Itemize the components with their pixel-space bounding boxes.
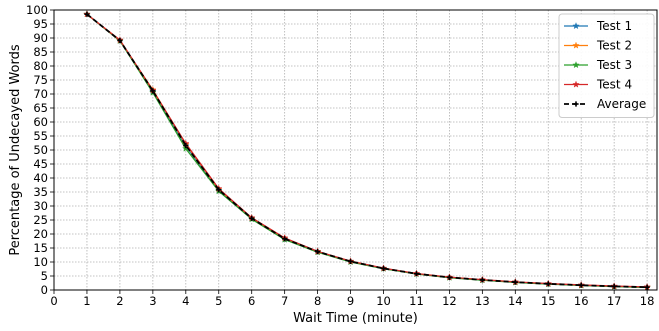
x-tick-label: 15 [541,294,556,308]
average-point [644,284,650,290]
y-tick-label: 30 [33,199,48,213]
x-tick-label: 6 [248,294,255,308]
x-tick-label: 1 [83,294,90,308]
y-tick-label: 0 [41,283,48,297]
average-point [479,277,485,283]
y-tick-label: 95 [33,17,48,31]
legend-label-test-1: Test 1 [596,19,632,33]
axis-ticks: 0 1 2 3 4 5 6 7 8 9 10 11 12 13 14 15 16 17 18051015202530… [26,3,654,308]
legend-marker-test-2 [572,41,580,49]
y-tick-label: 10 [33,255,48,269]
x-tick-label: 8 [314,294,321,308]
average-point [84,11,90,17]
average-point [446,274,453,280]
grid [53,9,657,291]
y-tick-label: 50 [33,143,48,157]
x-axis-label: Wait Time (minute) [293,311,418,326]
y-tick-label: 85 [33,45,48,59]
y-tick-label: 100 [26,3,48,17]
average-point [347,258,354,265]
y-tick-label: 20 [33,227,48,241]
legend-marker-test-4 [572,80,580,88]
average-point [249,215,255,221]
average-point [117,37,123,44]
x-tick-label: 17 [607,294,622,308]
x-tick-label: 18 [640,294,655,308]
x-tick-label: 10 [376,294,391,308]
average-point [282,236,288,242]
y-tick-label: 15 [33,241,48,255]
y-tick-label: 55 [33,129,48,143]
y-tick-label: 80 [33,59,48,73]
legend-marker-average [573,101,579,107]
series-lines [83,10,651,291]
x-tick-label: 0 [50,294,57,308]
average-point [315,249,321,255]
average-point [150,88,156,94]
legend-label-test-2: Test 2 [596,39,632,53]
average-point [216,187,222,193]
y-tick-label: 5 [41,269,48,283]
legend-marker-test-1 [572,22,580,30]
legend-marker-test-3 [572,61,580,69]
y-tick-label: 25 [33,213,48,227]
x-tick-label: 16 [574,294,589,308]
y-tick-label: 35 [33,185,48,199]
average-point [611,283,617,289]
x-tick-label: 4 [182,294,189,308]
legend-label-average: Average [597,97,646,111]
y-tick-label: 45 [33,157,48,171]
x-tick-label: 14 [508,294,523,308]
x-tick-label: 2 [116,294,123,308]
average-point [578,282,584,288]
y-axis-label: Percentage of Undecayed Words [8,44,23,256]
x-tick-label: 9 [347,294,354,308]
y-tick-label: 70 [33,87,48,101]
x-tick-label: 7 [281,294,288,308]
y-tick-label: 90 [33,31,48,45]
y-tick-label: 65 [33,101,48,115]
x-tick-label: 11 [409,294,424,308]
y-tick-label: 60 [33,115,48,129]
legend: Test 1 Test 2 Test 3 Test 4 Average [558,13,655,118]
average-point [413,271,420,277]
x-tick-label: 5 [215,294,222,308]
legend-label-test-4: Test 4 [596,78,632,92]
legend-box [558,13,655,118]
legend-label-test-3: Test 3 [596,58,632,72]
average-line [86,13,648,289]
x-tick-label: 13 [475,294,490,308]
x-tick-label: 12 [442,294,457,308]
average-point [545,281,551,287]
y-tick-label: 40 [33,171,48,185]
average-point [380,265,387,272]
average-point [183,142,189,149]
average-point [512,279,518,285]
series-average [84,11,650,290]
x-tick-label: 3 [149,294,156,308]
y-tick-label: 75 [33,73,48,87]
